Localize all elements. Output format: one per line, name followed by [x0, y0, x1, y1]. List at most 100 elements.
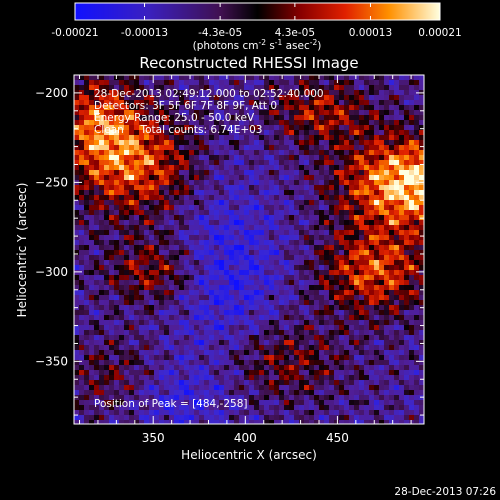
- heatmap-cell: [364, 95, 369, 100]
- heatmap-cell: [264, 420, 269, 424]
- heatmap-cell: [259, 280, 264, 285]
- heatmap-cell: [129, 350, 134, 355]
- heatmap-cell: [209, 285, 214, 290]
- heatmap-cell: [244, 200, 249, 205]
- heatmap-cell: [364, 250, 369, 255]
- heatmap-cell: [344, 330, 349, 335]
- heatmap-cell: [174, 75, 179, 80]
- heatmap-cell: [169, 395, 174, 400]
- heatmap-cell: [404, 280, 409, 285]
- heatmap-cell: [259, 365, 264, 370]
- heatmap-cell: [129, 420, 134, 424]
- heatmap-cell: [304, 285, 309, 290]
- heatmap-cell: [189, 340, 194, 345]
- heatmap-cell: [319, 300, 324, 305]
- heatmap-cell: [404, 150, 409, 155]
- heatmap-cell: [329, 160, 334, 165]
- heatmap-cell: [344, 160, 349, 165]
- heatmap-cell: [339, 410, 344, 415]
- heatmap-cell: [214, 220, 219, 225]
- heatmap-cell: [319, 100, 324, 105]
- heatmap-cell: [254, 215, 259, 220]
- heatmap-cell: [199, 105, 204, 110]
- heatmap-cell: [269, 275, 274, 280]
- heatmap-cell: [374, 215, 379, 220]
- heatmap-cell: [84, 285, 89, 290]
- heatmap-cell: [159, 185, 164, 190]
- heatmap-cell: [239, 255, 244, 260]
- heatmap-cell: [259, 305, 264, 310]
- heatmap-cell: [279, 90, 284, 95]
- heatmap-cell: [359, 90, 364, 95]
- heatmap-cell: [359, 190, 364, 195]
- heatmap-cell: [304, 150, 309, 155]
- heatmap-cell: [289, 320, 294, 325]
- heatmap-cell: [214, 210, 219, 215]
- heatmap-cell: [309, 125, 314, 130]
- heatmap-cell: [114, 360, 119, 365]
- heatmap-cell: [149, 105, 154, 110]
- heatmap-cell: [74, 370, 79, 375]
- heatmap-cell: [249, 395, 254, 400]
- heatmap-cell: [144, 235, 149, 240]
- heatmap-cell: [419, 370, 424, 375]
- heatmap-cell: [319, 195, 324, 200]
- heatmap-cell: [194, 360, 199, 365]
- heatmap-cell: [219, 405, 224, 410]
- heatmap-cell: [364, 205, 369, 210]
- heatmap-cell: [324, 420, 329, 424]
- heatmap-cell: [114, 190, 119, 195]
- heatmap-cell: [204, 390, 209, 395]
- heatmap-cell: [79, 195, 84, 200]
- heatmap-cell: [354, 135, 359, 140]
- heatmap-cell: [284, 410, 289, 415]
- heatmap-cell: [144, 220, 149, 225]
- heatmap-cell: [109, 120, 114, 125]
- heatmap-cell: [119, 210, 124, 215]
- heatmap-cell: [249, 345, 254, 350]
- heatmap-cell: [379, 370, 384, 375]
- heatmap-cell: [394, 85, 399, 90]
- heatmap-cell: [259, 160, 264, 165]
- heatmap-cell: [124, 180, 129, 185]
- heatmap-cell: [329, 325, 334, 330]
- heatmap-cell: [154, 410, 159, 415]
- heatmap-cell: [194, 260, 199, 265]
- heatmap-cell: [79, 105, 84, 110]
- heatmap-cell: [339, 225, 344, 230]
- heatmap-cell: [269, 215, 274, 220]
- heatmap-cell: [79, 405, 84, 410]
- heatmap-cell: [394, 340, 399, 345]
- heatmap-cell: [254, 195, 259, 200]
- heatmap-cell: [284, 110, 289, 115]
- heatmap-cell: [349, 305, 354, 310]
- heatmap-cell: [229, 410, 234, 415]
- heatmap-cell: [259, 230, 264, 235]
- heatmap-cell: [304, 345, 309, 350]
- heatmap-cell: [279, 210, 284, 215]
- heatmap-cell: [354, 385, 359, 390]
- heatmap-cell: [259, 145, 264, 150]
- heatmap-cell: [389, 370, 394, 375]
- heatmap-cell: [409, 155, 414, 160]
- heatmap-cell: [269, 305, 274, 310]
- heatmap-cell: [284, 200, 289, 205]
- heatmap-cell: [204, 215, 209, 220]
- heatmap-cell: [314, 320, 319, 325]
- heatmap-cell: [404, 400, 409, 405]
- heatmap-cell: [199, 140, 204, 145]
- heatmap-cell: [104, 145, 109, 150]
- heatmap-cell: [419, 145, 424, 150]
- heatmap-cell: [204, 330, 209, 335]
- heatmap-cell: [339, 185, 344, 190]
- heatmap-cell: [324, 250, 329, 255]
- heatmap-cell: [244, 150, 249, 155]
- heatmap-cell: [199, 280, 204, 285]
- heatmap-cell: [384, 350, 389, 355]
- heatmap-cell: [284, 380, 289, 385]
- heatmap-cell: [364, 275, 369, 280]
- heatmap-cell: [354, 250, 359, 255]
- heatmap-cell: [144, 135, 149, 140]
- heatmap-cell: [289, 415, 294, 420]
- heatmap-cell: [254, 255, 259, 260]
